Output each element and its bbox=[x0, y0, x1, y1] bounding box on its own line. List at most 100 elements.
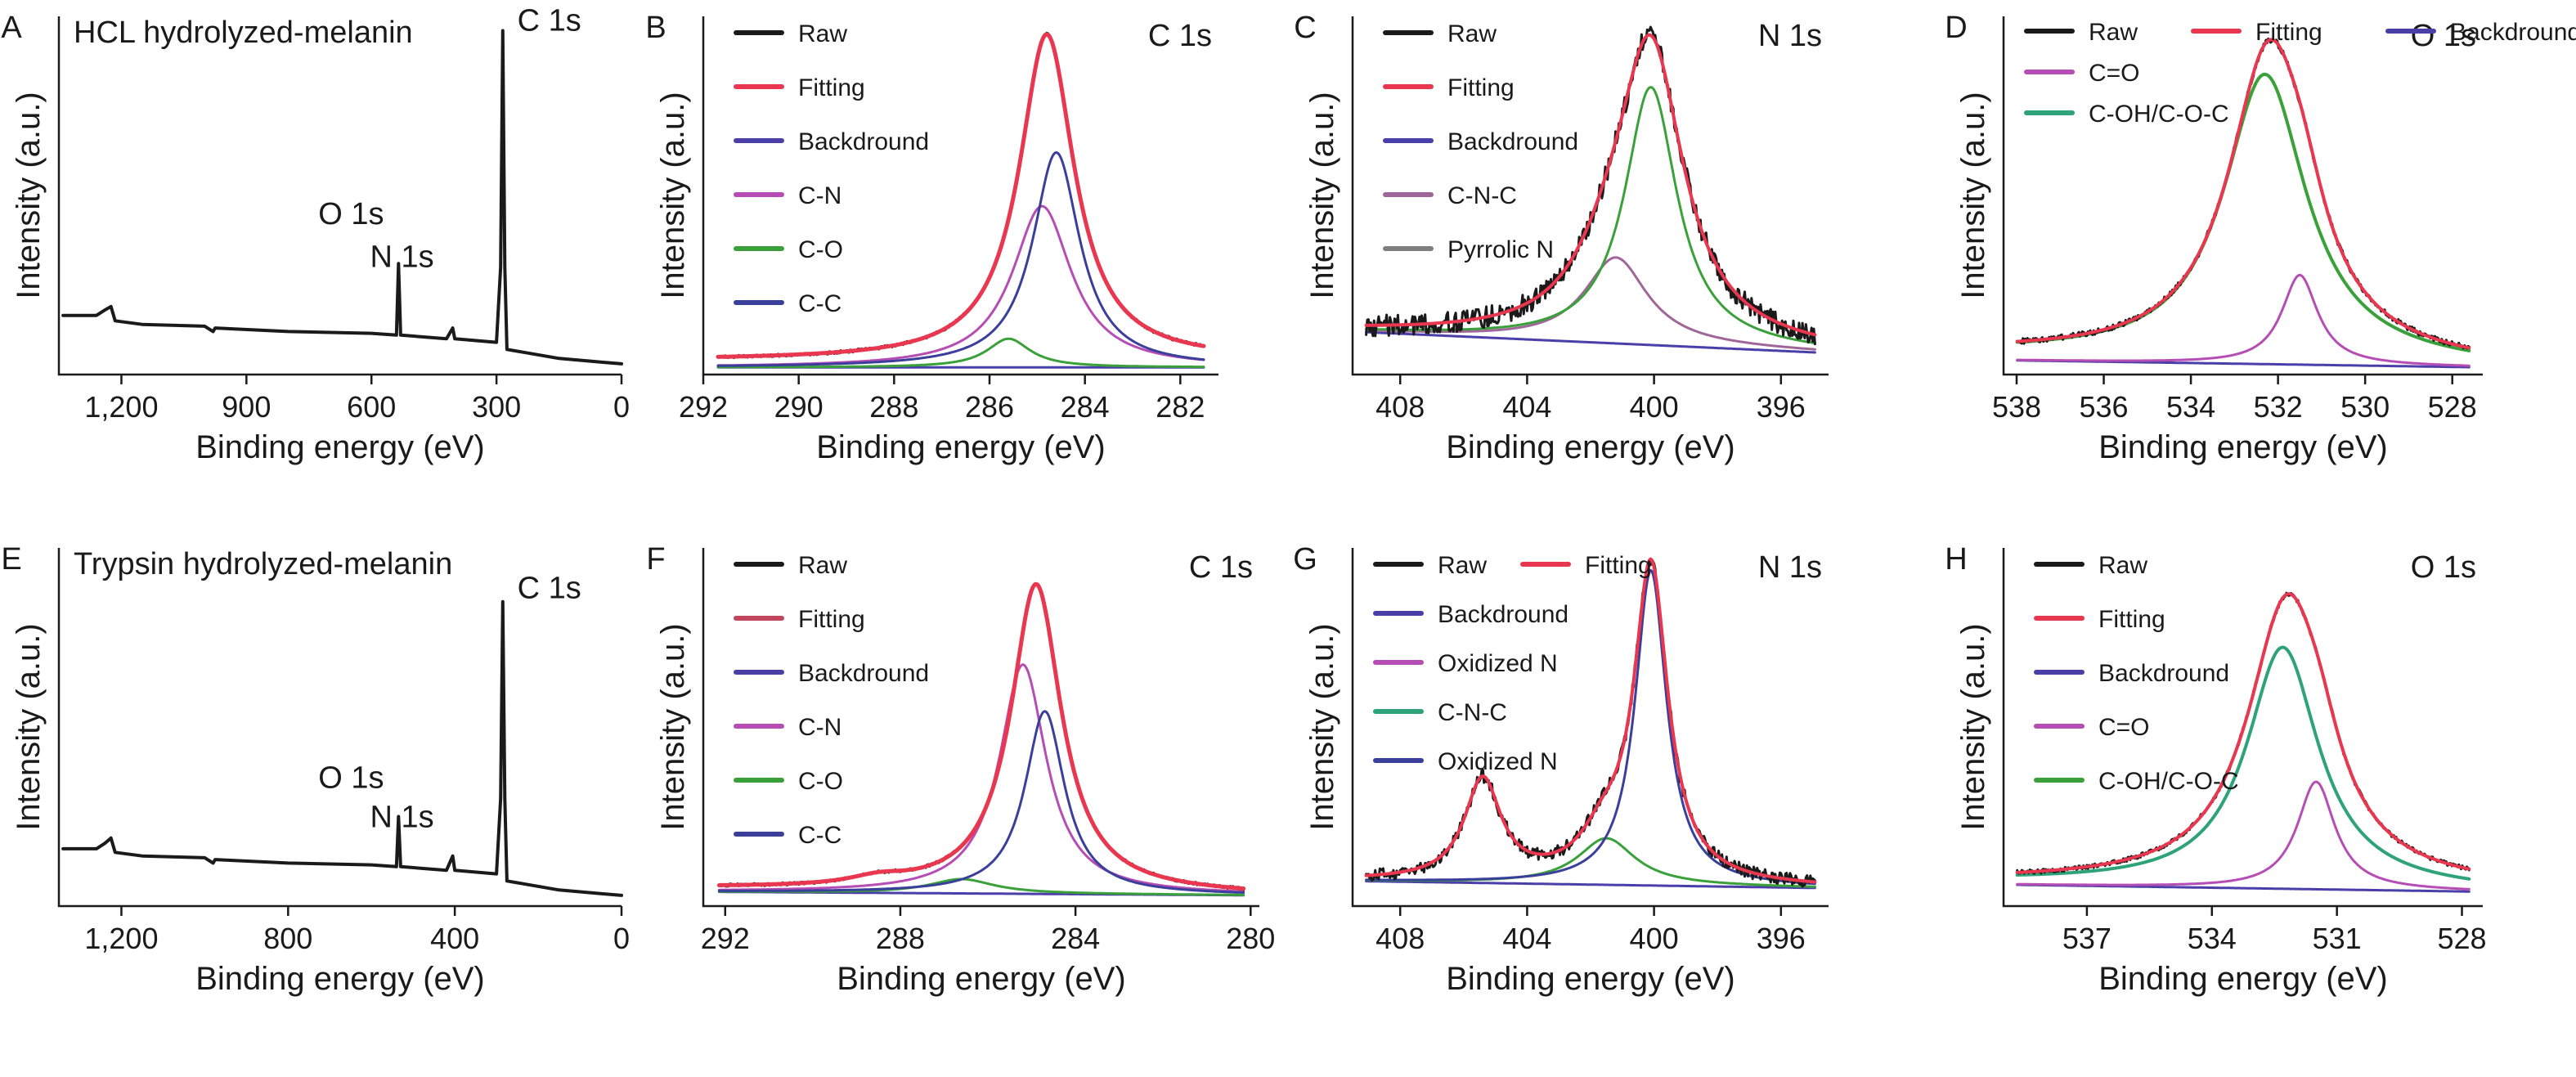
series-c-c-line bbox=[716, 151, 1205, 367]
core-level-label: C 1s bbox=[1189, 550, 1253, 585]
peak-label: N 1s bbox=[370, 240, 434, 275]
y-axis-title: Intensity (a.u.) bbox=[1304, 623, 1340, 830]
legend-label: Raw bbox=[2098, 552, 2147, 579]
x-tick-label: 400 bbox=[1630, 922, 1679, 955]
legend-label: Raw bbox=[1438, 552, 1487, 579]
legend-label: Fitting bbox=[1447, 74, 1515, 101]
core-level-label: N 1s bbox=[1758, 550, 1822, 585]
series-c-o-line bbox=[2016, 780, 2471, 891]
x-tick-label: 528 bbox=[2428, 390, 2477, 424]
x-tick-label: 800 bbox=[263, 922, 312, 955]
legend: Raw Fitting Backdround Oxidized N C-N-C Oxidi… bbox=[1373, 552, 1652, 775]
legend-label: Fitting bbox=[2255, 19, 2322, 46]
series-fitting-line bbox=[1364, 33, 1817, 337]
y-axis-title: Intensity (a.u.) bbox=[1955, 623, 1991, 830]
panel-title: Trypsin hydrolyzed-melanin bbox=[74, 547, 452, 581]
legend-label: C=O bbox=[2089, 60, 2140, 87]
series-c-n-line bbox=[716, 204, 1205, 367]
series-backdround-line bbox=[1365, 880, 1816, 890]
peak-label: O 1s bbox=[318, 197, 384, 231]
legend-label: Backdround bbox=[798, 128, 929, 155]
x-tick-label: 530 bbox=[2340, 390, 2390, 424]
series-raw-line bbox=[1365, 25, 1816, 346]
x-axis-title: Binding energy (eV) bbox=[195, 961, 485, 997]
x-tick-label: 900 bbox=[222, 390, 271, 424]
x-tick-label: 537 bbox=[2062, 922, 2112, 955]
core-level-label: O 1s bbox=[2411, 19, 2476, 53]
panel-C: 408 404 400 396 Binding energy (eV) Intensity… bbox=[1294, 11, 1829, 465]
x-axis-title: Binding energy (eV) bbox=[816, 429, 1106, 465]
panel-A: 1,200 900 600 300 0 Binding energy (eV) Intens… bbox=[1, 4, 630, 465]
x-tick-label: 400 bbox=[430, 922, 479, 955]
series-raw-line bbox=[2016, 37, 2471, 350]
legend-label: C-OH/C-O-C bbox=[2098, 768, 2239, 795]
y-axis-title: Intensity (a.u.) bbox=[11, 623, 47, 830]
series-c-o-line bbox=[2016, 273, 2471, 367]
y-axis-title: Intensity (a.u.) bbox=[655, 92, 691, 298]
x-tick-label: 532 bbox=[2254, 390, 2303, 424]
x-tick-label: 0 bbox=[613, 922, 630, 955]
x-axis-title: Binding energy (eV) bbox=[2098, 429, 2388, 465]
series-fitting-line bbox=[716, 581, 1246, 891]
x-axis-title: Binding energy (eV) bbox=[195, 429, 485, 465]
x-tick-label: 0 bbox=[613, 390, 630, 424]
series-spectrum-line bbox=[61, 29, 623, 366]
legend-label: Fitting bbox=[798, 606, 865, 633]
x-tick-label: 286 bbox=[965, 390, 1014, 424]
x-tick-label: 404 bbox=[1502, 922, 1551, 955]
x-tick-label: 290 bbox=[774, 390, 824, 424]
panel-G: 408 404 400 396 Binding energy (eV) Intensity… bbox=[1293, 542, 1829, 997]
y-axis-title: Intensity (a.u.) bbox=[655, 623, 691, 830]
y-axis-title: Intensity (a.u.) bbox=[1955, 92, 1991, 298]
x-tick-label: 300 bbox=[472, 390, 521, 424]
legend-label: C-N-C bbox=[1447, 182, 1517, 209]
panel-B: 292 290 288 286 284 282 Binding energy (eV) Int… bbox=[645, 11, 1218, 465]
core-level-label: C 1s bbox=[1148, 19, 1212, 53]
legend-label: Backdround bbox=[2098, 660, 2229, 687]
legend-label: C=O bbox=[2098, 714, 2150, 741]
axes-frame bbox=[1351, 548, 1829, 908]
legend-label: Oxidized N bbox=[1438, 650, 1558, 677]
axes-frame bbox=[2002, 548, 2483, 908]
legend: Raw Fitting Backdround C=O C-OH/C-O-C bbox=[2034, 552, 2239, 795]
x-axis-title: Binding energy (eV) bbox=[1446, 429, 1735, 465]
axes-frame bbox=[2002, 16, 2483, 376]
legend-label: C-OH/C-O-C bbox=[2089, 101, 2229, 128]
legend-label: Fitting bbox=[798, 74, 865, 101]
panel-letter: A bbox=[1, 11, 22, 45]
x-tick-label: 1,200 bbox=[84, 922, 158, 955]
x-tick-label: 538 bbox=[1992, 390, 2041, 424]
legend-label: C-C bbox=[798, 822, 841, 849]
legend-label: Raw bbox=[798, 20, 847, 47]
series-fitting-line bbox=[1364, 557, 1817, 884]
legend-label: Fitting bbox=[2098, 606, 2165, 633]
core-level-label: O 1s bbox=[2411, 550, 2476, 585]
x-tick-label: 284 bbox=[1061, 390, 1110, 424]
legend: Raw Fitting Backdround C-N C-O C-C bbox=[734, 552, 929, 849]
panel-F: 292 288 284 280 Binding energy (eV) Intensity… bbox=[646, 542, 1275, 997]
legend-label: Pyrrolic N bbox=[1447, 236, 1554, 263]
x-tick-label: 534 bbox=[2166, 390, 2215, 424]
panel-letter: F bbox=[646, 542, 665, 577]
x-axis-title: Binding energy (eV) bbox=[1446, 961, 1735, 997]
legend-label: C-O bbox=[798, 768, 843, 795]
legend-label: C-O bbox=[798, 236, 843, 263]
legend-label: C-N bbox=[798, 714, 841, 741]
legend-label: Oxidized N bbox=[1438, 748, 1558, 775]
x-tick-label: 408 bbox=[1376, 922, 1425, 955]
legend-label: Backdround bbox=[1438, 601, 1568, 628]
x-tick-label: 284 bbox=[1051, 922, 1100, 955]
series-c-c-line bbox=[717, 710, 1245, 894]
series-c-oh-c-o-c-line bbox=[2015, 645, 2471, 881]
axes-frame bbox=[57, 548, 622, 908]
series-spectrum-line bbox=[61, 599, 623, 897]
core-level-label: N 1s bbox=[1758, 19, 1822, 53]
series-backdround-line bbox=[1365, 330, 1816, 354]
x-tick-label: 288 bbox=[869, 390, 918, 424]
series-raw-line bbox=[716, 31, 1205, 360]
legend-label: Fitting bbox=[1585, 552, 1652, 579]
peak-label: C 1s bbox=[518, 571, 581, 605]
panel-D: 538 536 534 532 530 528 Binding energy (eV) Int… bbox=[1945, 11, 2576, 465]
legend: Raw Fitting Backdround C=O C-OH/C-O-C bbox=[2024, 19, 2576, 128]
